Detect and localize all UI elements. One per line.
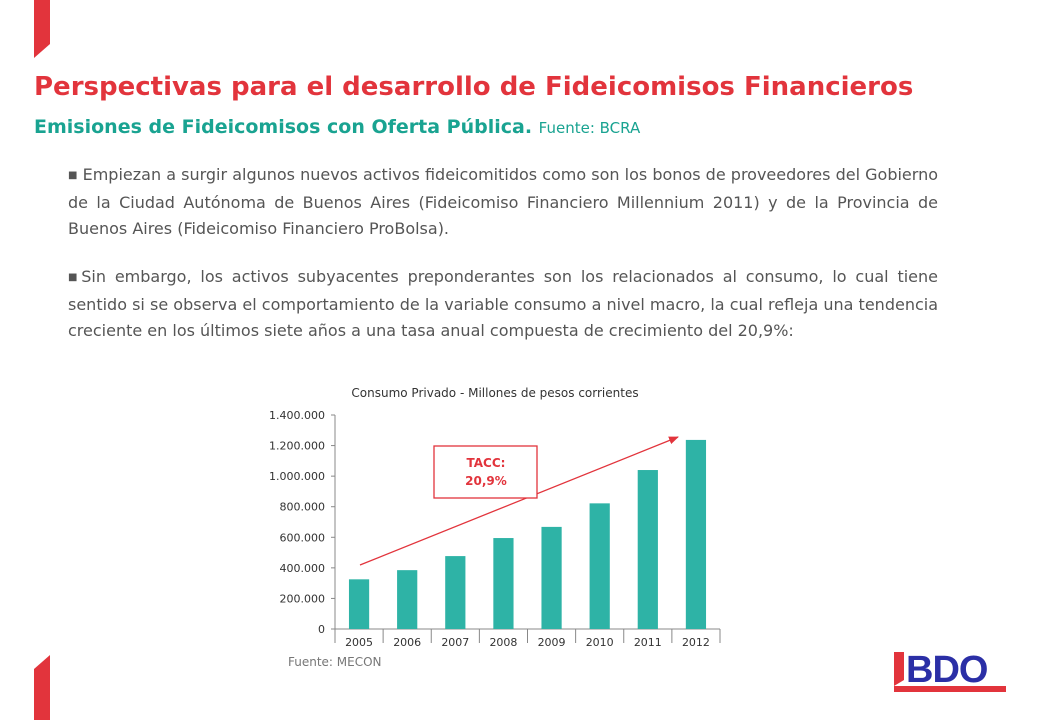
subtitle-text: Emisiones de Fideicomisos con Oferta Púb…	[34, 116, 533, 138]
tacc-box	[433, 445, 538, 499]
x-tick-label: 2007	[441, 636, 469, 649]
bar-2011	[637, 470, 658, 629]
top-accent-bar	[34, 0, 50, 58]
bullet-icon: ■	[68, 272, 82, 283]
y-tick-label: 1.000.000	[269, 470, 325, 483]
bullet-icon: ■	[68, 170, 78, 181]
subtitle-source: Fuente: BCRA	[538, 119, 641, 137]
svg-text:BDO: BDO	[906, 650, 987, 691]
y-tick-label: 600.000	[280, 531, 326, 544]
bar-2012	[685, 439, 707, 629]
x-tick-label: 2011	[634, 636, 662, 649]
x-tick-label: 2006	[393, 636, 421, 649]
bar-2006	[397, 570, 418, 629]
paragraph-2-text: Sin embargo, los activos subyacentes pre…	[68, 267, 938, 340]
bar-2009	[541, 526, 562, 629]
chart-source-note: Fuente: MECON	[288, 655, 382, 669]
page-subtitle: Emisiones de Fideicomisos con Oferta Púb…	[34, 116, 640, 138]
trend-arrow	[359, 436, 679, 566]
paragraph-1: ■ Empiezan a surgir algunos nuevos activ…	[68, 162, 938, 243]
y-tick-label: 800.000	[280, 501, 326, 514]
bar-2008	[493, 538, 514, 629]
chart-axes: 0 200.000 400.000 600.000 800.000 1.000.000 1.…	[269, 409, 721, 649]
x-tick-label: 2012	[682, 636, 710, 649]
chart-title: Consumo Privado - Millones de pesos corr…	[351, 386, 638, 400]
y-tick-label: 400.000	[280, 562, 326, 575]
x-tick-label: 2008	[489, 636, 517, 649]
bar-2005	[348, 579, 370, 629]
y-tick-label: 200.000	[280, 592, 326, 605]
y-tick-label: 0	[318, 623, 325, 636]
x-tick-label: 2009	[538, 636, 566, 649]
paragraph-2: ■Sin embargo, los activos subyacentes pr…	[68, 264, 938, 345]
page-title: Perspectivas para el desarrollo de Fidei…	[34, 72, 914, 102]
bar-2010	[589, 503, 610, 629]
x-tick-label: 2010	[586, 636, 614, 649]
chart-bars	[348, 439, 707, 629]
y-tick-label: 1.400.000	[269, 409, 325, 422]
x-tick-label: 2005	[345, 636, 373, 649]
trend-annotation: TACC: 20,9%	[359, 436, 679, 566]
tacc-label: TACC:	[467, 456, 506, 470]
y-tick-label: 1.200.000	[269, 440, 325, 453]
bar-2007	[445, 556, 466, 629]
bottom-accent-bar	[34, 655, 50, 720]
tacc-value: 20,9%	[465, 474, 507, 488]
paragraph-1-text: Empiezan a surgir algunos nuevos activos…	[68, 165, 939, 238]
bdo-logo: BDO	[894, 650, 1006, 692]
